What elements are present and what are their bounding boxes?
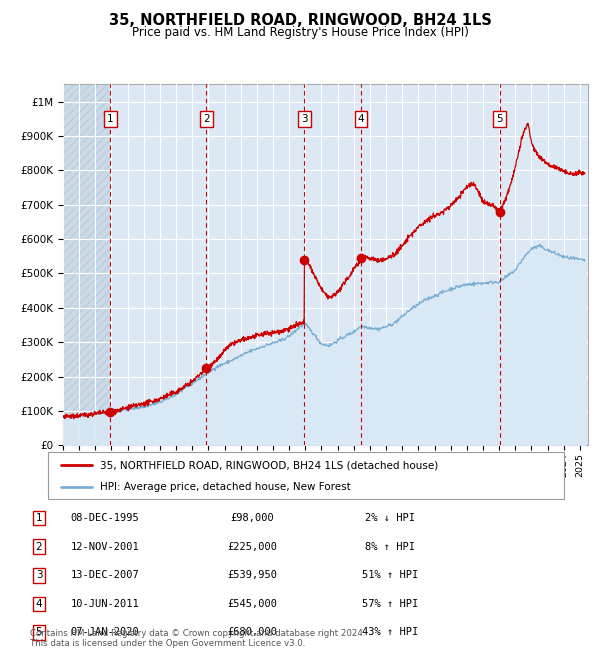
- Text: 10-JUN-2011: 10-JUN-2011: [71, 599, 139, 609]
- Text: £545,000: £545,000: [227, 599, 277, 609]
- Text: £680,000: £680,000: [227, 627, 277, 638]
- Text: 12-NOV-2001: 12-NOV-2001: [71, 541, 139, 552]
- Text: 13-DEC-2007: 13-DEC-2007: [71, 570, 139, 580]
- Text: 43% ↑ HPI: 43% ↑ HPI: [362, 627, 418, 638]
- Text: £98,000: £98,000: [230, 513, 274, 523]
- Text: 5: 5: [35, 627, 43, 638]
- Polygon shape: [63, 84, 110, 445]
- Text: 2: 2: [203, 114, 209, 124]
- Text: 8% ↑ HPI: 8% ↑ HPI: [365, 541, 415, 552]
- Text: 51% ↑ HPI: 51% ↑ HPI: [362, 570, 418, 580]
- Text: 08-DEC-1995: 08-DEC-1995: [71, 513, 139, 523]
- Text: 57% ↑ HPI: 57% ↑ HPI: [362, 599, 418, 609]
- Text: £225,000: £225,000: [227, 541, 277, 552]
- Text: Contains HM Land Registry data © Crown copyright and database right 2024.
This d: Contains HM Land Registry data © Crown c…: [30, 629, 365, 648]
- Text: 35, NORTHFIELD ROAD, RINGWOOD, BH24 1LS (detached house): 35, NORTHFIELD ROAD, RINGWOOD, BH24 1LS …: [100, 460, 438, 470]
- Text: 35, NORTHFIELD ROAD, RINGWOOD, BH24 1LS: 35, NORTHFIELD ROAD, RINGWOOD, BH24 1LS: [109, 13, 491, 28]
- Text: £539,950: £539,950: [227, 570, 277, 580]
- Text: 1: 1: [35, 513, 43, 523]
- Text: 4: 4: [358, 114, 364, 124]
- Text: 3: 3: [301, 114, 308, 124]
- Text: 07-JAN-2020: 07-JAN-2020: [71, 627, 139, 638]
- Text: 4: 4: [35, 599, 43, 609]
- Text: 2% ↓ HPI: 2% ↓ HPI: [365, 513, 415, 523]
- Text: HPI: Average price, detached house, New Forest: HPI: Average price, detached house, New …: [100, 482, 350, 491]
- Text: 1: 1: [107, 114, 113, 124]
- Text: 2: 2: [35, 541, 43, 552]
- Text: Price paid vs. HM Land Registry's House Price Index (HPI): Price paid vs. HM Land Registry's House …: [131, 26, 469, 39]
- Text: 5: 5: [496, 114, 503, 124]
- FancyBboxPatch shape: [48, 452, 564, 499]
- Text: 3: 3: [35, 570, 43, 580]
